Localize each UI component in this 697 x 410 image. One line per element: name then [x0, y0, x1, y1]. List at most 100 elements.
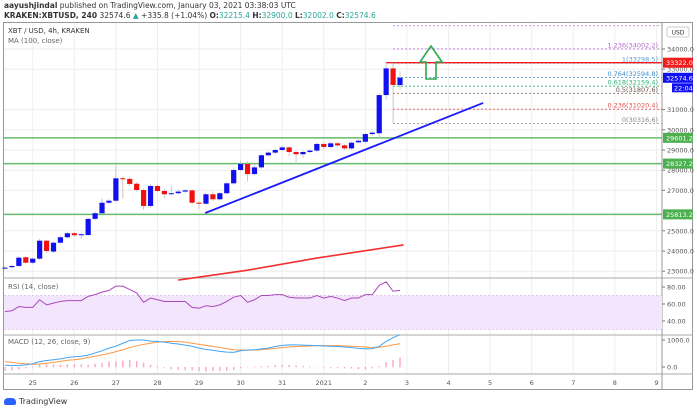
- x-tick-label: 26: [70, 379, 78, 387]
- macd-histogram-bar: [94, 363, 96, 368]
- candle-bullish: [328, 143, 334, 147]
- macd-histogram-bar: [232, 367, 235, 370]
- macd-histogram-bar: [11, 367, 13, 371]
- candle-bearish: [196, 202, 202, 204]
- rsi-band: [4, 295, 662, 330]
- candle-bullish: [362, 134, 368, 142]
- macd-histogram-bar: [226, 367, 228, 371]
- macd-histogram-bar: [198, 367, 200, 372]
- macd-histogram-bar: [38, 364, 41, 368]
- x-tick-label: 27: [112, 379, 120, 387]
- candle-bearish: [286, 147, 292, 153]
- support-price-label: 28327.2: [666, 160, 693, 168]
- macd-histogram-bar: [385, 362, 387, 368]
- macd-histogram-bar: [239, 367, 242, 369]
- macd-histogram-bar: [399, 357, 401, 368]
- y-tick-label: 31000.0: [667, 106, 694, 114]
- macd-histogram-bar: [267, 365, 270, 368]
- candle-bearish: [154, 185, 161, 192]
- fib-level-label: 0.5(31807.6): [616, 86, 658, 94]
- candle-bearish: [293, 152, 299, 155]
- macd-histogram-bar: [219, 367, 221, 372]
- macd-histogram-bar: [302, 365, 304, 368]
- support-price-label: 29601.2: [666, 134, 693, 142]
- candle-bullish: [383, 68, 389, 96]
- candle-bullish: [106, 200, 112, 203]
- x-tick-label: 8: [613, 379, 617, 387]
- candle-bearish: [141, 189, 147, 206]
- x-tick-label: 2: [363, 379, 367, 387]
- macd-histogram-bar: [25, 367, 27, 369]
- macd-histogram-bar: [149, 364, 152, 368]
- resistance-price-tag: [663, 57, 693, 68]
- candle-bearish: [23, 257, 29, 263]
- x-tick-label: 5: [488, 379, 492, 387]
- macd-histogram-bar: [4, 367, 6, 371]
- support-price-label: 25813.2: [666, 211, 693, 219]
- fib-level-label: 0(30316.6): [622, 116, 658, 124]
- fib-level-label: 0.764(32594.8): [607, 70, 658, 78]
- brand-label: TradingView: [19, 397, 68, 406]
- close-label: C:: [336, 11, 345, 20]
- candle-bullish: [217, 193, 223, 200]
- candle-bullish: [231, 169, 237, 184]
- fib-level-label: 0.618(32159.4): [607, 79, 658, 87]
- candle-bullish: [355, 140, 362, 143]
- candle-bullish: [376, 95, 382, 134]
- macd-tick-label: 1000.0: [667, 337, 690, 345]
- macd-histogram-bar: [184, 367, 186, 371]
- macd-histogram-bar: [274, 365, 276, 368]
- macd-histogram-bar: [246, 366, 249, 368]
- candle-bearish: [390, 68, 396, 85]
- macd-histogram-bar: [350, 367, 353, 369]
- countdown-label: 22:04: [674, 84, 693, 92]
- macd-histogram-bar: [253, 366, 256, 368]
- candle-bullish: [2, 267, 8, 269]
- candle-bullish: [397, 77, 403, 86]
- macd-histogram-bar: [101, 362, 103, 368]
- cloud-icon: [4, 398, 16, 405]
- rsi-tick-label: 80.00: [667, 284, 686, 292]
- macd-signal-line: [4, 340, 401, 365]
- tradingview-logo[interactable]: TradingView: [4, 397, 67, 406]
- macd-histogram-bar: [371, 367, 373, 369]
- macd-histogram-bar: [135, 361, 138, 368]
- last-price-label: 32574.6: [666, 74, 693, 82]
- fib-level-label: 1.236(34002.2): [607, 41, 658, 49]
- low-value: 32002.0: [302, 11, 334, 20]
- macd-histogram-bar: [52, 364, 55, 368]
- x-tick-label: 6: [530, 379, 534, 387]
- y-tick-label: 34000.0: [667, 46, 694, 54]
- macd-histogram-bar: [288, 364, 290, 368]
- macd-histogram-bar: [115, 361, 117, 368]
- rsi-tick-label: 40.00: [667, 318, 686, 326]
- candle-bearish: [71, 233, 77, 236]
- chart-title: XBT / USD, 4h, KRAKEN: [8, 27, 90, 35]
- author-name[interactable]: aayushjindal: [4, 1, 58, 10]
- x-tick-label: 31: [278, 379, 286, 387]
- candle-bearish: [134, 183, 140, 190]
- high-value: 32900.0: [261, 11, 293, 20]
- candle-bullish: [147, 185, 154, 206]
- support-trendline: [204, 102, 484, 214]
- rsi-legend: RSI (14, close): [8, 283, 59, 291]
- candle-bullish: [50, 242, 57, 252]
- candle-bullish: [251, 167, 258, 175]
- macd-histogram-bar: [87, 364, 89, 368]
- candle-bullish: [64, 233, 70, 238]
- open-value: 32215.4: [218, 11, 250, 20]
- candle-bullish: [182, 190, 188, 192]
- macd-histogram-bar: [364, 367, 367, 370]
- candle-bullish: [92, 213, 98, 219]
- macd-histogram-bar: [122, 360, 124, 368]
- macd-histogram-bar: [212, 367, 214, 372]
- candle-bearish: [127, 178, 133, 184]
- y-tick-label: 24000.0: [667, 248, 694, 256]
- macd-histogram-bar: [59, 364, 62, 368]
- y-tick-label: 29000.0: [667, 147, 694, 155]
- candle-bearish: [161, 191, 167, 195]
- macd-histogram-bar: [357, 367, 360, 370]
- macd-legend: MACD (12, 26, close, 9): [8, 338, 91, 346]
- candle-bullish: [16, 257, 22, 266]
